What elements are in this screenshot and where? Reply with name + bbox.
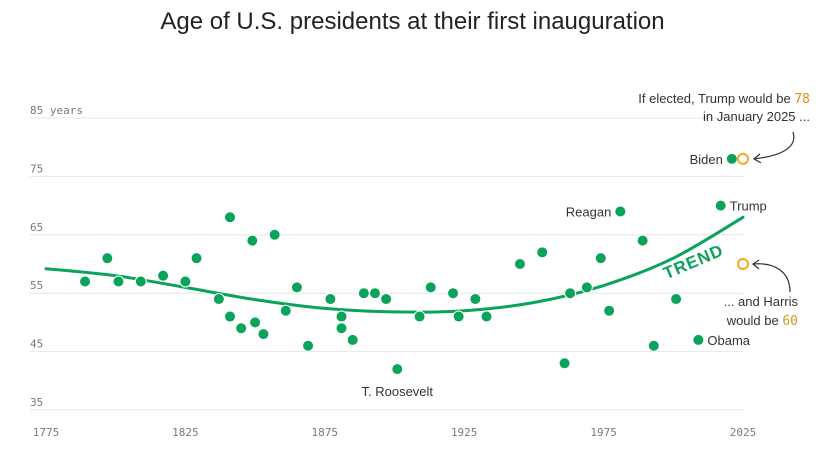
y-tick-label: 55: [30, 279, 43, 292]
data-point: [714, 199, 727, 212]
x-tick-label: 1875: [312, 426, 339, 439]
data-point: [636, 234, 649, 247]
data-point: [179, 275, 192, 288]
arrowhead: [751, 259, 760, 270]
data-point: [235, 322, 248, 335]
y-tick-label: 85 years: [30, 104, 83, 117]
data-point: [134, 275, 147, 288]
y-tick-label: 75: [30, 162, 43, 175]
point-label: Biden: [690, 152, 723, 167]
data-point: [447, 287, 460, 300]
data-point: [268, 228, 281, 241]
data-point: [212, 293, 225, 306]
data-point: [112, 275, 125, 288]
data-points: [79, 152, 749, 376]
data-point: [564, 287, 577, 300]
data-point: [614, 205, 627, 218]
data-point: [346, 333, 359, 346]
x-tick-label: 1925: [451, 426, 478, 439]
data-point: [603, 304, 616, 317]
data-point: [380, 293, 393, 306]
annotation-arrow: [752, 263, 791, 293]
trend-line: [44, 215, 745, 314]
data-point: [357, 287, 370, 300]
annotation-text: ... and Harris: [724, 294, 799, 309]
data-point: [190, 252, 203, 265]
annotation-part: in January 2025 ...: [703, 109, 810, 124]
annotation-number: 78: [794, 92, 810, 107]
hypothetical-point: [737, 258, 749, 270]
chart-title: Age of U.S. presidents at their first in…: [160, 8, 665, 35]
data-point: [670, 293, 683, 306]
data-point: [391, 363, 404, 376]
data-point: [279, 304, 292, 317]
data-point: [246, 234, 259, 247]
data-point: [692, 333, 705, 346]
hypothetical-point: [737, 152, 749, 165]
data-point: [257, 328, 270, 341]
data-point: [302, 339, 315, 352]
data-point: [324, 293, 337, 306]
data-point: [335, 310, 348, 323]
y-tick-label: 45: [30, 338, 43, 351]
data-point: [79, 275, 92, 288]
data-point: [513, 258, 526, 270]
x-tick-label: 1975: [590, 426, 617, 439]
y-tick-label: 65: [30, 221, 43, 234]
axes: 85 years 75 65 55 45 35 1775 1825 1875 1925 1975 20…: [30, 104, 756, 439]
data-point: [224, 211, 237, 224]
data-point: [580, 281, 593, 294]
data-point: [725, 152, 738, 165]
data-point: [335, 322, 348, 335]
grid: [30, 117, 743, 411]
x-tick-label: 1825: [172, 426, 199, 439]
data-point: [368, 287, 381, 300]
point-labels: Biden Trump Reagan Obama T. Roosevelt: [362, 152, 767, 399]
data-point: [452, 310, 465, 323]
x-tick-label: 2025: [730, 426, 757, 439]
point-label: T. Roosevelt: [362, 384, 434, 399]
data-point: [469, 293, 482, 306]
data-point: [647, 339, 660, 352]
point-label: Obama: [707, 333, 750, 348]
data-point: [157, 269, 170, 282]
annotations: If elected, Trump would be 78 in January …: [638, 91, 810, 329]
data-point: [558, 357, 571, 370]
data-point: [413, 310, 426, 323]
annotation-text: would be 60: [726, 313, 798, 329]
data-point: [480, 310, 493, 323]
point-label: Reagan: [566, 204, 612, 219]
trend: TREND: [44, 215, 745, 314]
annotation-text: If elected, Trump would be 78: [638, 91, 810, 107]
arrowhead: [752, 153, 762, 164]
data-point: [536, 246, 549, 259]
y-tick-label: 35: [30, 396, 43, 409]
data-point: [290, 281, 303, 294]
data-point: [224, 310, 237, 323]
annotation-part: would be: [726, 313, 783, 328]
data-point: [249, 316, 262, 329]
annotation-arrow: [753, 131, 795, 160]
x-tick-label: 1775: [33, 426, 60, 439]
point-label: Trump: [730, 199, 767, 214]
annotation-text: in January 2025 ...: [703, 109, 810, 124]
data-point: [594, 252, 607, 265]
data-point: [101, 252, 114, 265]
data-point: [424, 281, 437, 294]
annotation-part: ... and Harris: [724, 294, 799, 309]
annotation-part: If elected, Trump would be: [638, 91, 794, 106]
annotation-number: 60: [782, 314, 798, 329]
